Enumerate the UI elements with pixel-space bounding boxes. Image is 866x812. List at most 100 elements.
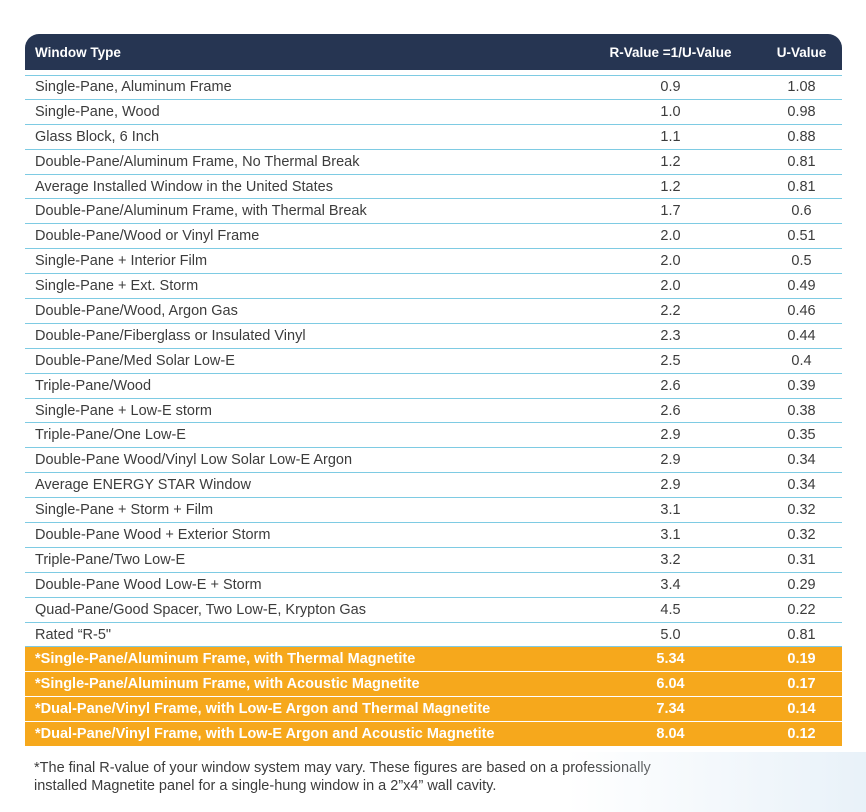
cell-u-value: 0.49 [787, 278, 816, 295]
cell-r-value: 1.2 [660, 153, 681, 170]
footnote: *The final R-value of your window system… [34, 760, 651, 794]
cell-r-value: 3.1 [660, 502, 681, 519]
cell-u-value: 0.81 [787, 626, 816, 643]
cell-r-value: 1.0 [660, 103, 681, 120]
cell-r-value: 2.0 [660, 253, 681, 270]
cell-u-value: 0.22 [787, 601, 816, 618]
cell-u-value: 0.39 [787, 377, 816, 394]
cell-u-value: 0.4 [791, 352, 812, 369]
cell-window-type: Rated “R-5" [35, 626, 112, 643]
table-header: Window Type R-Value =1/U-Value U-Value [25, 34, 842, 70]
table-row: Rated “R-5" 5.0 0.81 [25, 623, 842, 648]
cell-u-value: 0.14 [787, 701, 816, 718]
table-row: Single-Pane, Wood 1.0 0.98 [25, 100, 842, 125]
cell-window-type: Double-Pane/Fiberglass or Insulated Viny… [35, 327, 306, 344]
cell-window-type: Single-Pane, Aluminum Frame [35, 79, 232, 96]
table-row: Single-Pane, Aluminum Frame 0.9 1.08 [25, 75, 842, 100]
table-row: Double-Pane/Med Solar Low-E 2.5 0.4 [25, 349, 842, 374]
header-u-value: U-Value [776, 44, 827, 60]
cell-u-value: 0.17 [787, 676, 816, 693]
cell-u-value: 0.35 [787, 427, 816, 444]
cell-window-type: Double-Pane Wood/Vinyl Low Solar Low-E A… [35, 452, 353, 469]
table-body: Single-Pane, Aluminum Frame 0.9 1.08 Single… [25, 75, 842, 748]
cell-r-value: 1.7 [660, 203, 681, 220]
cell-r-value: 3.1 [660, 526, 681, 543]
cell-u-value: 0.31 [787, 551, 816, 568]
cell-r-value: 2.9 [660, 477, 681, 494]
cell-u-value: 0.34 [787, 452, 816, 469]
cell-r-value: 5.0 [660, 626, 681, 643]
cell-u-value: 0.88 [787, 128, 816, 145]
table-row: Double-Pane/Aluminum Frame, with Thermal… [25, 199, 842, 225]
table-row: Glass Block, 6 Inch 1.1 0.88 [25, 125, 842, 150]
cell-window-type: *Single-Pane/Aluminum Frame, with Therma… [35, 651, 416, 668]
table-row: Double-Pane Wood Low-E + Storm 3.4 0.29 [25, 573, 842, 598]
cell-r-value: 4.5 [660, 601, 681, 618]
cell-u-value: 0.29 [787, 576, 816, 593]
table-row: Single-Pane + Ext. Storm 2.0 0.49 [25, 274, 842, 300]
cell-window-type: Double-Pane Wood + Exterior Storm [35, 526, 271, 543]
cell-window-type: Average Installed Window in the United S… [35, 178, 333, 195]
cell-r-value: 1.1 [660, 128, 681, 145]
cell-r-value: 0.9 [660, 79, 681, 96]
cell-r-value: 2.9 [660, 427, 681, 444]
table-row: Double-Pane/Fiberglass or Insulated Viny… [25, 324, 842, 349]
table-row: Single-Pane + Storm + Film 3.1 0.32 [25, 498, 842, 524]
cell-u-value: 0.19 [787, 651, 816, 668]
cell-u-value: 0.51 [787, 228, 816, 245]
cell-window-type: Single-Pane + Storm + Film [35, 502, 214, 519]
cell-window-type: Double-Pane/Wood, Argon Gas [35, 302, 238, 319]
table-row: Double-Pane/Aluminum Frame, No Thermal B… [25, 150, 842, 175]
cell-r-value: 2.6 [660, 377, 681, 394]
cell-window-type: Double-Pane/Med Solar Low-E [35, 352, 235, 369]
table-row: Average ENERGY STAR Window 2.9 0.34 [25, 473, 842, 499]
cell-window-type: Double-Pane/Aluminum Frame, No Thermal B… [35, 153, 360, 170]
cell-u-value: 0.6 [791, 203, 812, 220]
table-row: Triple-Pane/One Low-E 2.9 0.35 [25, 423, 842, 449]
cell-r-value: 6.04 [656, 676, 685, 693]
cell-u-value: 0.5 [791, 253, 812, 270]
cell-r-value: 2.6 [660, 402, 681, 419]
cell-r-value: 2.0 [660, 278, 681, 295]
table-row: *Dual-Pane/Vinyl Frame, with Low-E Argon… [25, 697, 842, 723]
header-r-value: R-Value =1/U-Value [609, 44, 732, 60]
cell-u-value: 0.81 [787, 178, 816, 195]
cell-window-type: *Dual-Pane/Vinyl Frame, with Low-E Argon… [35, 726, 495, 743]
cell-r-value: 2.2 [660, 302, 681, 319]
header-window-type: Window Type [35, 44, 121, 60]
table-row: *Single-Pane/Aluminum Frame, with Acoust… [25, 672, 842, 698]
cell-window-type: *Single-Pane/Aluminum Frame, with Acoust… [35, 676, 420, 693]
table-row: Triple-Pane/Wood 2.6 0.39 [25, 374, 842, 399]
cell-r-value: 8.04 [656, 726, 685, 743]
table-row: Double-Pane Wood + Exterior Storm 3.1 0.32 [25, 523, 842, 548]
table-row: Single-Pane + Interior Film 2.0 0.5 [25, 249, 842, 275]
cell-window-type: Quad-Pane/Good Spacer, Two Low-E, Krypto… [35, 601, 367, 618]
cell-window-type: Triple-Pane/One Low-E [35, 427, 186, 444]
cell-r-value: 7.34 [656, 701, 685, 718]
cell-window-type: Single-Pane, Wood [35, 103, 160, 120]
cell-u-value: 0.98 [787, 103, 816, 120]
cell-r-value: 2.9 [660, 452, 681, 469]
cell-u-value: 0.32 [787, 526, 816, 543]
table-row: Double-Pane Wood/Vinyl Low Solar Low-E A… [25, 448, 842, 474]
cell-window-type: Double-Pane/Wood or Vinyl Frame [35, 228, 260, 245]
cell-window-type: Average ENERGY STAR Window [35, 477, 251, 494]
cell-u-value: 0.81 [787, 153, 816, 170]
cell-r-value: 2.3 [660, 327, 681, 344]
cell-window-type: Triple-Pane/Two Low-E [35, 551, 186, 568]
cell-u-value: 0.44 [787, 327, 816, 344]
cell-r-value: 1.2 [660, 178, 681, 195]
cell-u-value: 0.12 [787, 726, 816, 743]
table-row: *Single-Pane/Aluminum Frame, with Therma… [25, 647, 842, 673]
table-row: Single-Pane + Low-E storm 2.6 0.38 [25, 399, 842, 424]
cell-r-value: 3.2 [660, 551, 681, 568]
cell-r-value: 2.5 [660, 352, 681, 369]
cell-u-value: 0.38 [787, 402, 816, 419]
cell-u-value: 0.46 [787, 302, 816, 319]
cell-u-value: 1.08 [787, 79, 816, 96]
cell-window-type: Triple-Pane/Wood [35, 377, 152, 394]
cell-r-value: 5.34 [656, 651, 685, 668]
table-row: Double-Pane/Wood or Vinyl Frame 2.0 0.51 [25, 224, 842, 250]
table-row: Quad-Pane/Good Spacer, Two Low-E, Krypto… [25, 598, 842, 623]
